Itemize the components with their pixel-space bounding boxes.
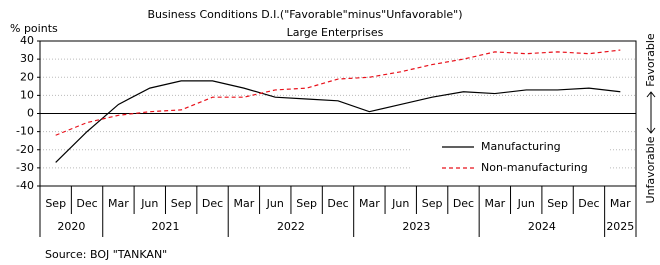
x-tick-label: Dec: [327, 197, 348, 210]
year-label: 2024: [528, 220, 556, 233]
y-tick-label: -20: [16, 143, 34, 156]
year-label: 2020: [57, 220, 85, 233]
y-tick-label: 10: [20, 88, 34, 101]
x-tick-label: Sep: [422, 197, 443, 210]
year-label: 2025: [606, 220, 634, 233]
chart-subtitle: Large Enterprises: [287, 26, 384, 39]
favorable-label: Favorable: [644, 33, 657, 87]
x-tick-label: Jun: [266, 197, 284, 210]
year-label: 2022: [277, 220, 305, 233]
x-tick-label: Jun: [140, 197, 158, 210]
x-tick-label: Mar: [108, 197, 129, 210]
year-label: 2021: [151, 220, 179, 233]
source-note: Source: BOJ "TANKAN": [45, 248, 167, 261]
legend-box: [410, 135, 610, 180]
x-tick-label: Sep: [547, 197, 568, 210]
x-tick-label: Dec: [578, 197, 599, 210]
direction-arrow: [646, 91, 656, 134]
x-tick-label: Sep: [296, 197, 317, 210]
y-tick-label: -40: [16, 179, 34, 192]
x-tick-label: Mar: [234, 197, 255, 210]
x-tick-label: Mar: [610, 197, 631, 210]
legend-label: Manufacturing: [481, 140, 561, 153]
x-tick-label: Jun: [517, 197, 535, 210]
chart-title: Business Conditions D.I.("Favorable"minu…: [147, 8, 462, 21]
y-tick-label: -10: [16, 125, 34, 138]
y-tick-label: 20: [20, 70, 34, 83]
unfavorable-label: Unfavorable: [644, 136, 657, 203]
x-tick-label: Jun: [391, 197, 409, 210]
y-tick-label: 30: [20, 52, 34, 65]
year-label: 2023: [402, 220, 430, 233]
x-tick-label: Sep: [45, 197, 66, 210]
x-tick-label: Sep: [171, 197, 192, 210]
x-tick-label: Dec: [202, 197, 223, 210]
legend-label: Non-manufacturing: [481, 161, 588, 174]
x-tick-label: Dec: [453, 197, 474, 210]
y-tick-label: -30: [16, 161, 34, 174]
x-tick-label: Mar: [484, 197, 505, 210]
y-axis-label: % points: [10, 22, 58, 35]
series-line: [55, 49, 621, 136]
x-tick-label: Mar: [359, 197, 380, 210]
x-tick-label: Dec: [76, 197, 97, 210]
y-tick-label: 40: [20, 34, 34, 47]
series-line: [55, 80, 621, 163]
y-tick-label: 0: [27, 107, 34, 120]
